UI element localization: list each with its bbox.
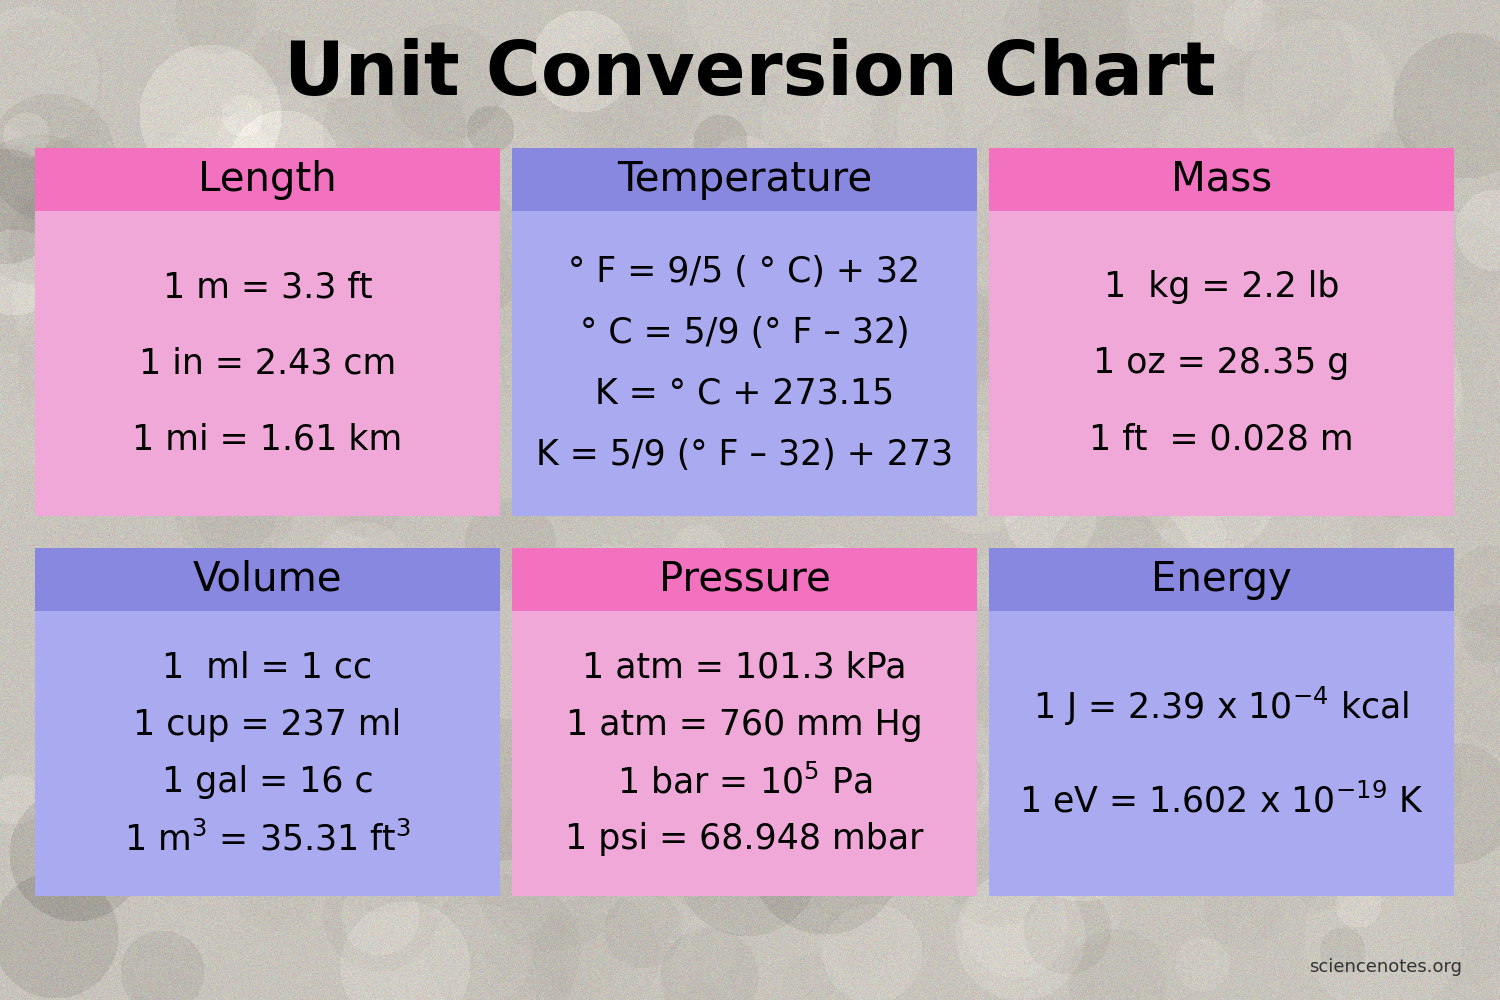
Text: Temperature: Temperature	[616, 159, 872, 200]
Text: sciencenotes.org: sciencenotes.org	[1310, 958, 1462, 976]
Text: 1 atm = 760 mm Hg: 1 atm = 760 mm Hg	[566, 708, 922, 742]
Text: Unit Conversion Chart: Unit Conversion Chart	[284, 38, 1216, 111]
Bar	[512, 548, 976, 611]
Text: Length: Length	[198, 159, 338, 200]
Text: Mass: Mass	[1172, 159, 1272, 200]
Text: 1 ft  = 0.028 m: 1 ft = 0.028 m	[1089, 423, 1354, 457]
Text: 1 oz = 28.35 g: 1 oz = 28.35 g	[1094, 347, 1350, 380]
Text: K = 5/9 (° F – 32) + 273: K = 5/9 (° F – 32) + 273	[536, 438, 952, 472]
Text: 1  kg = 2.2 lb: 1 kg = 2.2 lb	[1104, 270, 1340, 304]
Bar	[988, 611, 1454, 896]
Bar	[34, 148, 500, 211]
Text: Pressure: Pressure	[658, 560, 831, 599]
Text: 1 in = 2.43 cm: 1 in = 2.43 cm	[140, 347, 396, 380]
Bar	[512, 211, 976, 516]
Bar	[988, 211, 1454, 516]
Text: 1 J = 2.39 x 10$^{-4}$ kcal: 1 J = 2.39 x 10$^{-4}$ kcal	[1034, 684, 1410, 728]
Text: 1 eV = 1.602 x 10$^{-19}$ K: 1 eV = 1.602 x 10$^{-19}$ K	[1019, 783, 1424, 819]
Bar	[512, 148, 976, 211]
Bar	[34, 211, 500, 516]
Text: 1 cup = 237 ml: 1 cup = 237 ml	[134, 708, 402, 742]
Text: 1 m$^{3}$ = 35.31 ft$^{3}$: 1 m$^{3}$ = 35.31 ft$^{3}$	[124, 821, 411, 857]
Text: Energy: Energy	[1150, 560, 1292, 599]
Bar	[512, 611, 976, 896]
Text: 1 psi = 68.948 mbar: 1 psi = 68.948 mbar	[566, 822, 924, 856]
Bar	[988, 548, 1454, 611]
Text: 1 bar = 10$^{5}$ Pa: 1 bar = 10$^{5}$ Pa	[616, 764, 872, 800]
Text: ° C = 5/9 (° F – 32): ° C = 5/9 (° F – 32)	[579, 316, 909, 350]
Bar	[988, 148, 1454, 211]
Text: 1 mi = 1.61 km: 1 mi = 1.61 km	[132, 423, 402, 457]
Bar	[34, 548, 500, 611]
Text: 1 gal = 16 c: 1 gal = 16 c	[162, 765, 374, 799]
Text: 1 atm = 101.3 kPa: 1 atm = 101.3 kPa	[582, 651, 906, 685]
Bar	[34, 611, 500, 896]
Text: ° F = 9/5 ( ° C) + 32: ° F = 9/5 ( ° C) + 32	[568, 255, 921, 289]
Text: K = ° C + 273.15: K = ° C + 273.15	[596, 377, 894, 411]
Text: 1  ml = 1 cc: 1 ml = 1 cc	[162, 651, 372, 685]
Text: Volume: Volume	[192, 560, 342, 599]
Text: 1 m = 3.3 ft: 1 m = 3.3 ft	[162, 270, 372, 304]
